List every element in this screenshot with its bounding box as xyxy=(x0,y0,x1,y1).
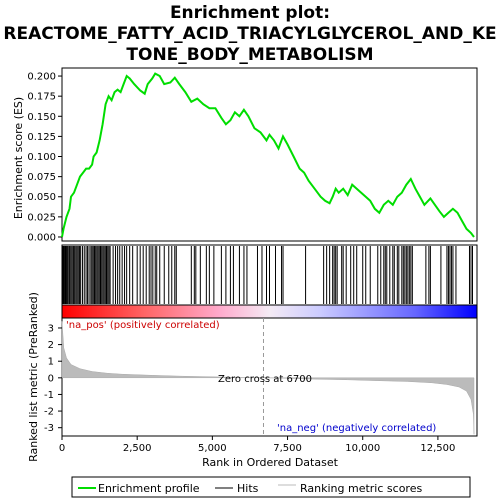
es-y-tick-label: 0.100 xyxy=(27,152,56,163)
metric-y-tick-label: 3 xyxy=(48,323,54,334)
es-y-tick-label: 0.025 xyxy=(27,212,56,223)
es-y-tick-label: 0.075 xyxy=(27,172,56,183)
legend-box xyxy=(71,476,471,498)
chart-title-line-3: TONE_BODY_METABOLISM xyxy=(126,45,373,65)
neg-label: 'na_neg' (negatively correlated) xyxy=(277,423,436,434)
chart-title-line-1: Enrichment plot: xyxy=(170,3,330,23)
x-axis: 0 2,500 5,000 7,500 10,000 12,500 xyxy=(59,436,455,454)
metric-y-tick-label: 0 xyxy=(48,373,54,384)
metric-y-axis: 3 2 1 0 -1 -2 -3 xyxy=(44,323,62,434)
es-y-tick-label: 0.175 xyxy=(27,92,56,103)
es-y-tick-label: 0.200 xyxy=(27,72,56,83)
es-y-tick-label: 0.125 xyxy=(27,132,56,143)
x-tick-label: 10,000 xyxy=(345,443,380,454)
legend-es-label: Enrichment profile xyxy=(98,482,200,495)
enrichment-profile-line xyxy=(61,72,475,238)
pos-label: 'na_pos' (positively correlated) xyxy=(66,320,220,331)
x-tick-label: 2,500 xyxy=(123,443,152,454)
es-y-axis-label: Enrichment score (ES) xyxy=(12,97,25,219)
zero-cross-label: Zero cross at 6700 xyxy=(218,374,312,385)
x-axis-label: Rank in Ordered Dataset xyxy=(202,456,339,469)
es-y-tick-label: 0.000 xyxy=(27,232,56,243)
es-panel-frame xyxy=(61,67,478,242)
legend-hits-label: Hits xyxy=(237,482,259,495)
metric-y-tick-label: -1 xyxy=(44,390,54,401)
metric-y-tick-label: -2 xyxy=(44,407,54,418)
chart-title-line-2: REACTOME_FATTY_ACID_TRIACYLGLYCEROL_AND_… xyxy=(3,24,496,44)
x-tick-label: 5,000 xyxy=(198,443,227,454)
x-tick-label: 7,500 xyxy=(273,443,302,454)
metric-y-tick-label: -3 xyxy=(44,423,54,434)
x-tick-label: 0 xyxy=(59,443,65,454)
x-tick-label: 12,500 xyxy=(420,443,455,454)
hits-marks xyxy=(62,246,473,304)
es-y-tick-label: 0.050 xyxy=(27,192,56,203)
metric-y-tick-label: 2 xyxy=(48,340,54,351)
metric-y-axis-label: Ranked list metric (PreRanked) xyxy=(27,292,40,462)
legend-metric-label: Ranking metric scores xyxy=(300,482,422,495)
ranking-metric-area xyxy=(61,321,475,435)
es-y-tick-label: 0.150 xyxy=(27,112,56,123)
rank-color-bar xyxy=(61,304,478,319)
es-y-axis: 0.000 0.025 0.050 0.075 0.100 0.125 0.150 0.175… xyxy=(27,72,62,243)
metric-y-tick-label: 1 xyxy=(48,357,54,368)
